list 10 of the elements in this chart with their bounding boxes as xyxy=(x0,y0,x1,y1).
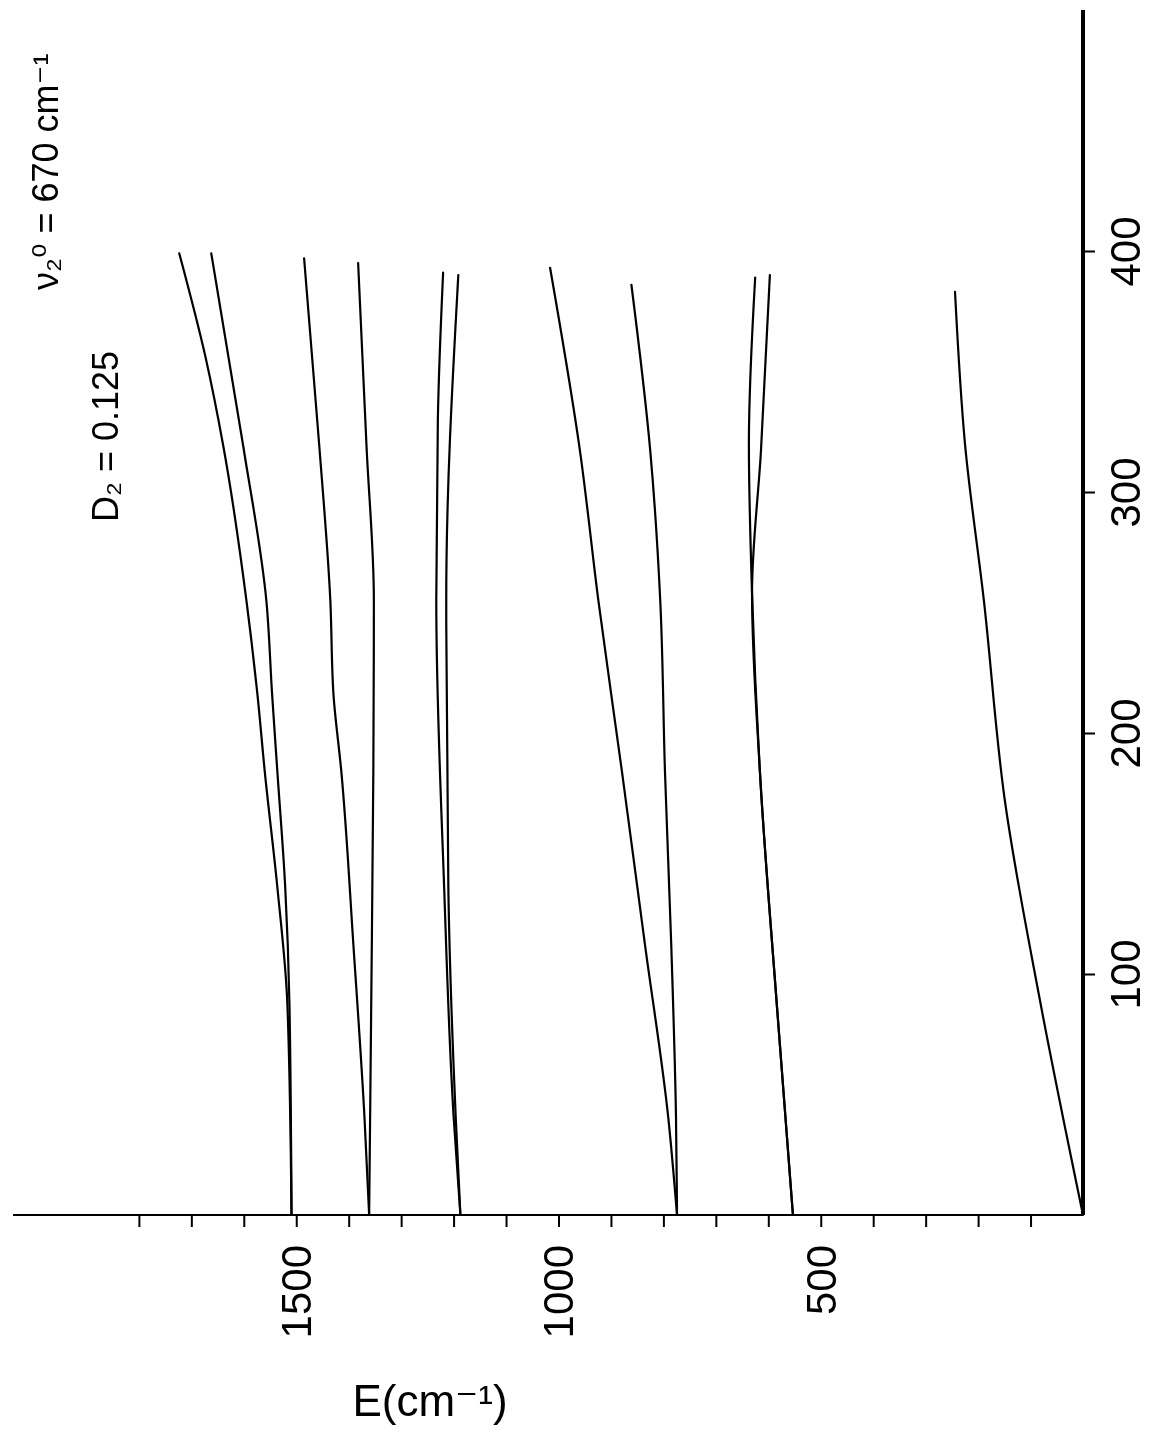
annotation: ν₂⁰ = 670 cm⁻¹ xyxy=(24,53,66,290)
x-axis-title: E(cm⁻¹) xyxy=(352,1375,508,1425)
annotation: D₂ = 0.125 xyxy=(84,350,126,522)
x-tick-label: 500 xyxy=(797,1245,845,1316)
y-tick-label: 400 xyxy=(1101,216,1149,287)
y-tick-label: 100 xyxy=(1101,939,1149,1010)
x-tick-label: 1000 xyxy=(535,1245,583,1339)
x-tick-label: 1500 xyxy=(273,1245,321,1339)
y-tick-label: 300 xyxy=(1101,457,1149,528)
y-tick-label: 200 xyxy=(1101,698,1149,769)
